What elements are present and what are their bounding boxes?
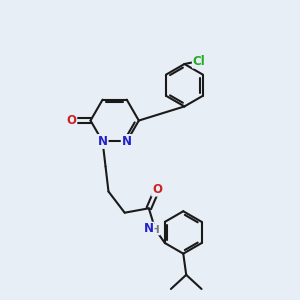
- Text: Cl: Cl: [193, 55, 206, 68]
- Text: N: N: [122, 135, 132, 148]
- Text: N: N: [144, 222, 154, 236]
- Text: O: O: [66, 114, 76, 127]
- Text: H: H: [151, 224, 160, 235]
- Text: O: O: [152, 183, 162, 196]
- Text: N: N: [98, 135, 108, 148]
